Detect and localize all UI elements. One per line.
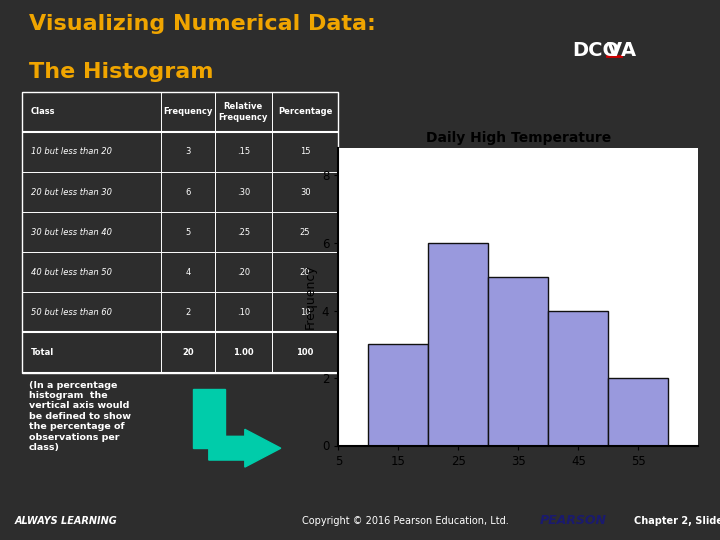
Text: 2: 2 [185, 308, 191, 317]
Text: .15: .15 [237, 147, 250, 157]
Text: 100: 100 [297, 348, 314, 357]
Text: 20: 20 [300, 268, 310, 277]
Text: .20: .20 [237, 268, 250, 277]
Text: Copyright © 2016 Pearson Education, Ltd.: Copyright © 2016 Pearson Education, Ltd. [302, 516, 509, 525]
Text: 40 but less than 50: 40 but less than 50 [31, 268, 112, 277]
Text: 30 but less than 40: 30 but less than 40 [31, 228, 112, 237]
Text: 50 but less than 60: 50 but less than 60 [31, 308, 112, 317]
Bar [369, 345, 428, 445]
Text: 5: 5 [185, 228, 191, 237]
Text: Relative
Frequency: Relative Frequency [219, 102, 268, 122]
Text: ALWAYS LEARNING: ALWAYS LEARNING [14, 516, 117, 525]
Text: 20 but less than 30: 20 but less than 30 [31, 187, 112, 197]
FancyArrow shape [193, 389, 225, 448]
Text: 15: 15 [300, 147, 310, 157]
Text: A: A [621, 40, 636, 59]
FancyArrow shape [209, 429, 281, 467]
Text: DCO: DCO [572, 40, 619, 59]
Text: 4: 4 [185, 268, 191, 277]
Text: 25: 25 [300, 228, 310, 237]
Y-axis label: Frequency: Frequency [303, 265, 316, 329]
Text: 3: 3 [185, 147, 191, 157]
Text: Percentage: Percentage [278, 107, 333, 116]
Bar [488, 276, 549, 446]
Bar [549, 310, 608, 446]
Text: 10: 10 [300, 308, 310, 317]
Text: 20: 20 [182, 348, 194, 357]
Text: 30: 30 [300, 187, 310, 197]
Text: PEARSON: PEARSON [540, 514, 607, 527]
Text: V: V [607, 40, 622, 59]
Text: The Histogram: The Histogram [29, 62, 213, 82]
Title: Daily High Temperature: Daily High Temperature [426, 131, 611, 145]
Text: Total: Total [31, 348, 54, 357]
Text: .10: .10 [237, 308, 250, 317]
Text: Visualizing Numerical Data:: Visualizing Numerical Data: [29, 14, 376, 33]
Text: Frequency: Frequency [163, 107, 212, 116]
Text: (In a percentage
histogram  the
vertical axis would
be defined to show
the perce: (In a percentage histogram the vertical … [29, 381, 131, 452]
Bar [428, 243, 488, 446]
Bar [608, 378, 668, 446]
Text: .25: .25 [237, 228, 250, 237]
Text: .30: .30 [237, 187, 250, 197]
Text: 1.00: 1.00 [233, 348, 253, 357]
Text: 10 but less than 20: 10 but less than 20 [31, 147, 112, 157]
Text: Class: Class [31, 107, 55, 116]
Text: 6: 6 [185, 187, 191, 197]
Text: Chapter 2, Slide 31: Chapter 2, Slide 31 [634, 516, 720, 525]
